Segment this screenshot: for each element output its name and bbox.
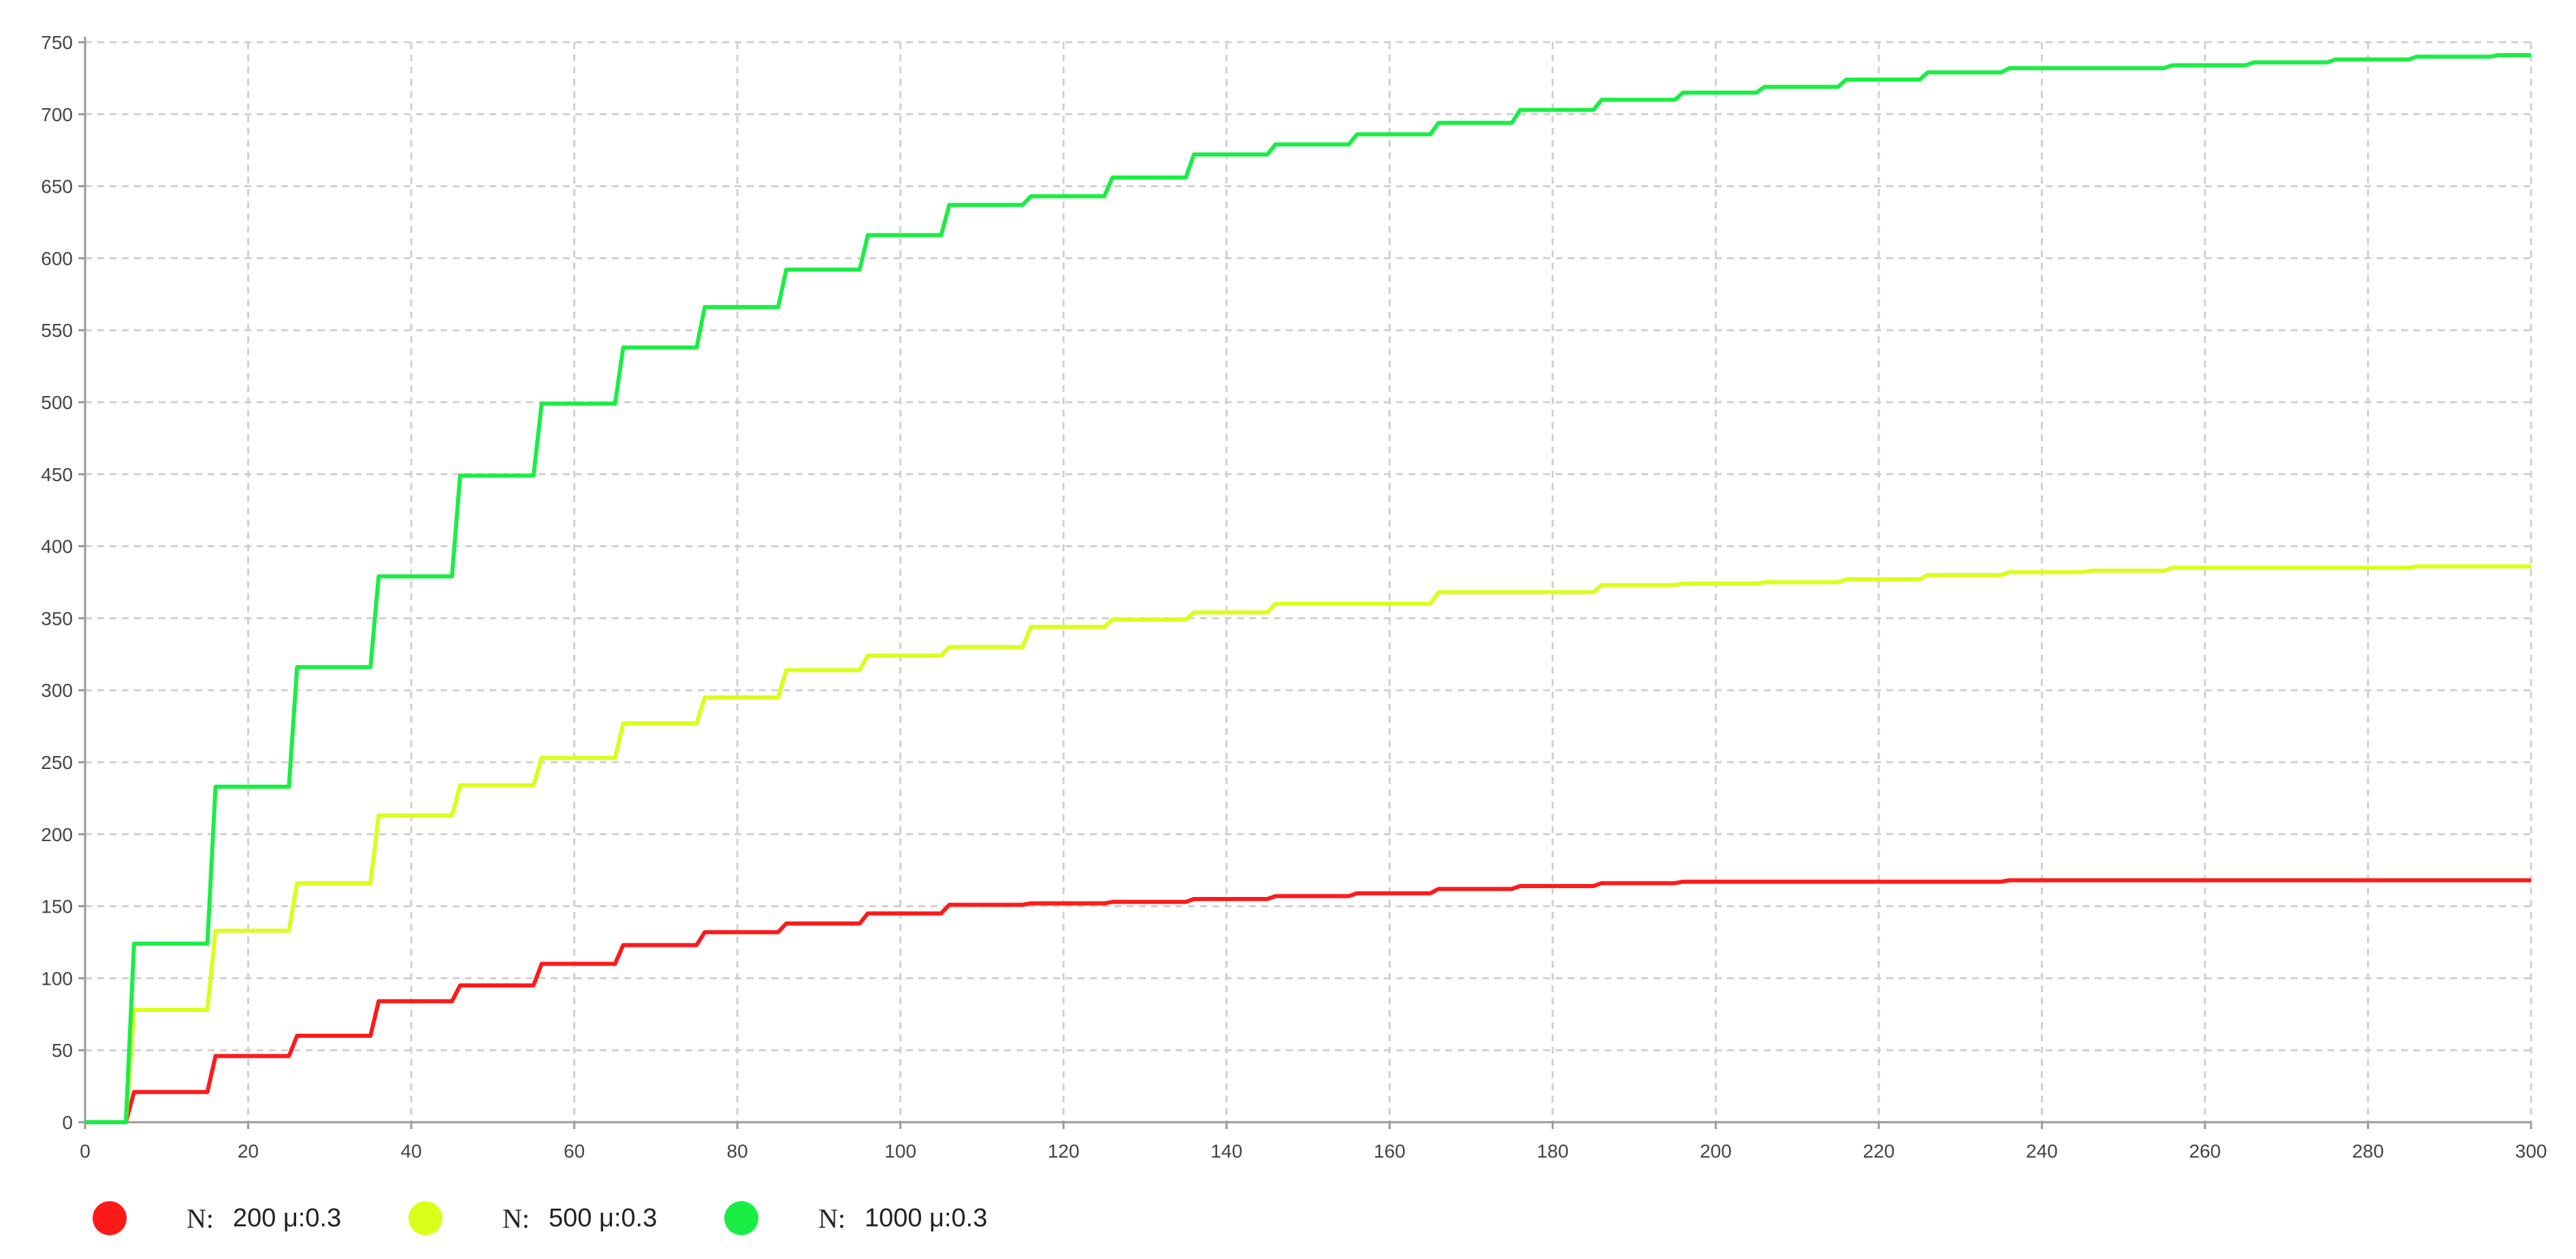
y-tick-label: 400 xyxy=(41,536,73,557)
legend-swatch xyxy=(408,1201,442,1235)
chart-series xyxy=(85,53,2531,1124)
series-line-1 xyxy=(85,564,2531,1124)
chart-grid xyxy=(85,41,2532,1122)
x-tick-label: 240 xyxy=(2026,1141,2058,1162)
chart-legend: N: 200 μ:0.3 N: 500 μ:0.3 N: 1000 μ:0.3 xyxy=(0,1191,2576,1245)
x-tick-label: 120 xyxy=(1048,1141,1080,1162)
y-tick-label: 100 xyxy=(41,968,73,989)
y-tick-label: 450 xyxy=(41,464,73,485)
legend-label: 500 μ:0.3 xyxy=(549,1203,658,1232)
legend-item-1000[interactable]: N: 1000 μ:0.3 xyxy=(724,1191,987,1245)
y-tick-label: 300 xyxy=(41,680,73,701)
y-tick-label: 700 xyxy=(41,104,73,125)
x-tick-label: 220 xyxy=(1863,1141,1895,1162)
x-tick-label: 280 xyxy=(2352,1141,2384,1162)
x-tick-label: 200 xyxy=(1700,1141,1732,1162)
legend-item-200[interactable]: N: 200 μ:0.3 xyxy=(93,1191,341,1245)
y-tick-label: 0 xyxy=(62,1112,73,1133)
y-tick-label: 650 xyxy=(41,176,73,197)
x-tick-label: 20 xyxy=(238,1141,259,1162)
y-tick-label: 150 xyxy=(41,896,73,917)
y-tick-label: 550 xyxy=(41,320,73,341)
y-tick-label: 500 xyxy=(41,392,73,413)
chart-axes xyxy=(78,37,2532,1129)
x-tick-label: 0 xyxy=(80,1141,91,1162)
x-tick-label: 160 xyxy=(1374,1141,1406,1162)
x-tick-label: 140 xyxy=(1210,1141,1242,1162)
y-tick-label: 50 xyxy=(52,1040,73,1061)
legend-swatch xyxy=(724,1201,758,1235)
x-tick-label: 40 xyxy=(400,1141,421,1162)
legend-prefix: N: xyxy=(502,1203,530,1234)
x-tick-label: 60 xyxy=(564,1141,585,1162)
legend-prefix: N: xyxy=(818,1203,846,1234)
series-line-2 xyxy=(85,53,2531,1124)
x-tick-label: 100 xyxy=(884,1141,916,1162)
x-tick-label: 300 xyxy=(2515,1141,2547,1162)
x-tick-label: 260 xyxy=(2189,1141,2221,1162)
y-tick-label: 750 xyxy=(41,32,73,53)
series-line-0 xyxy=(85,878,2531,1124)
legend-swatch xyxy=(93,1201,127,1235)
legend-item-500[interactable]: N: 500 μ:0.3 xyxy=(408,1191,657,1245)
chart-tick-labels: 0 20 40 60 80 100 120 140 160 180 200 220 240 260 280 3… xyxy=(41,32,2547,1162)
legend-label: 200 μ:0.3 xyxy=(233,1203,342,1232)
x-tick-label: 180 xyxy=(1536,1141,1568,1162)
legend-label: 1000 μ:0.3 xyxy=(865,1203,988,1232)
y-tick-label: 200 xyxy=(41,824,73,845)
y-tick-label: 250 xyxy=(41,752,73,773)
legend-prefix: N: xyxy=(187,1203,214,1234)
x-tick-label: 80 xyxy=(727,1141,748,1162)
y-tick-label: 350 xyxy=(41,608,73,629)
y-tick-label: 600 xyxy=(41,248,73,269)
